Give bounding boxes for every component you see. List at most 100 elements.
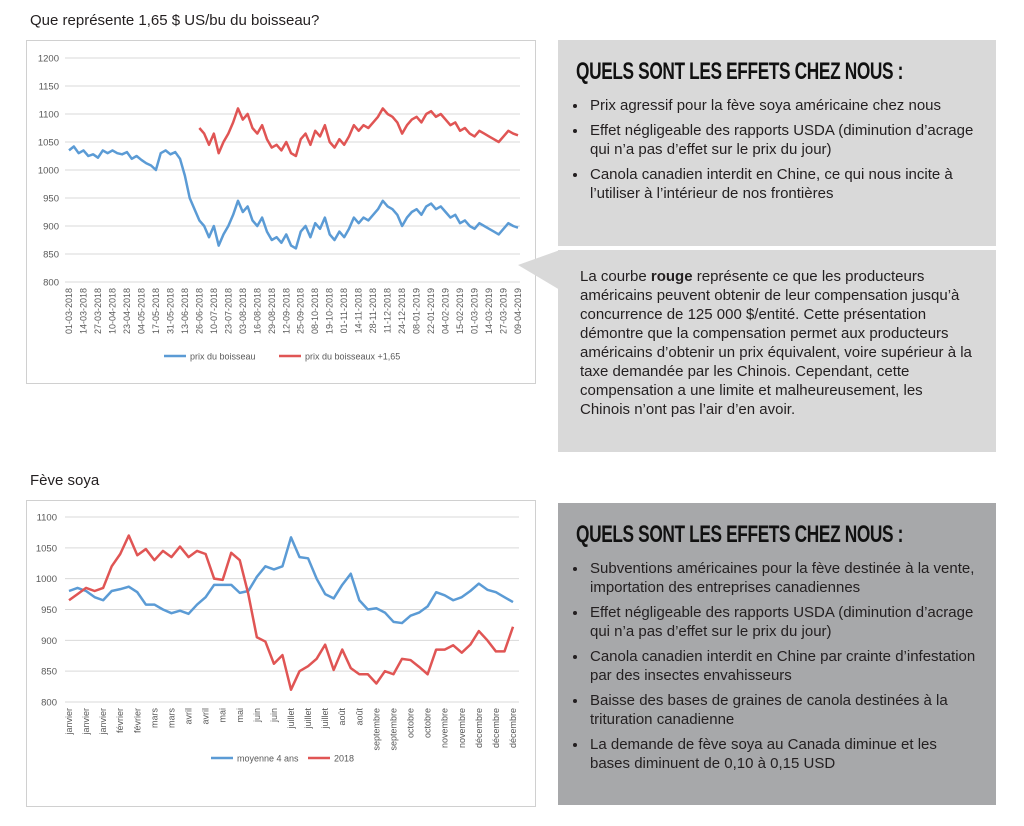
x-tick-label: février	[115, 708, 125, 733]
x-tick-label: 04-02-2019	[441, 288, 451, 334]
x-tick-label: avril	[184, 708, 194, 725]
x-tick-label: 12-09-2018	[281, 288, 291, 334]
y-tick-label: 1050	[38, 138, 59, 149]
y-tick-label: 950	[41, 605, 57, 616]
y-tick-label: 950	[43, 194, 59, 205]
x-tick-label: 19-10-2018	[325, 288, 335, 334]
x-tick-label: 17-05-2018	[151, 288, 161, 334]
chart-frame: 800 850 900 950 1000 1050 1100 janvier janvier ja…	[26, 500, 536, 807]
callout-pointer	[518, 250, 560, 290]
x-tick-label: octobre	[406, 708, 416, 738]
x-tick-label: septembre	[371, 708, 381, 751]
x-tick-label: 23-07-2018	[223, 288, 233, 334]
x-tick-label: mai	[235, 708, 245, 723]
panel: QUELS SONT LES EFFETS CHEZ NOUS : Subven…	[558, 503, 996, 805]
x-tick-label: 03-08-2018	[238, 288, 248, 334]
x-tick-label: mai	[218, 708, 228, 723]
legend-label: 2018	[334, 754, 354, 764]
x-tick-label: 14-03-2018	[78, 288, 88, 334]
x-tick-label: 31-05-2018	[165, 288, 175, 334]
x-tick-label: 27-03-2018	[93, 288, 103, 334]
bullet: La demande de fève soya au Canada diminu…	[588, 735, 976, 773]
series-line	[68, 536, 514, 625]
bullet: Prix agressif pour la fève soya américai…	[588, 96, 976, 115]
x-tick-label: 10-04-2018	[107, 288, 117, 334]
x-tick-label: 28-11-2018	[368, 288, 378, 333]
x-tick-label: 04-05-2018	[136, 288, 146, 334]
x-tick-label: 08-01-2019	[412, 288, 422, 334]
x-tick-label: 29-08-2018	[267, 288, 277, 334]
y-tick-label: 1050	[36, 543, 57, 554]
x-tick-label: 13-06-2018	[180, 288, 190, 334]
y-tick-label: 1000	[38, 166, 59, 177]
x-tick-label: 01-03-2019	[470, 288, 480, 334]
bullet: Canola canadien interdit en Chine par cr…	[588, 647, 976, 685]
bullet: Subventions américaines pour la fève des…	[588, 559, 976, 597]
x-tick-label: 08-10-2018	[310, 288, 320, 334]
x-tick-label: 22-01-2019	[426, 288, 436, 334]
x-tick-label: janvier	[98, 708, 108, 736]
x-tick-label: février	[132, 708, 142, 733]
callout-text: La courbe	[580, 268, 651, 285]
x-tick-label: novembre	[440, 708, 450, 748]
y-tick-label: 850	[43, 250, 59, 261]
bullet-list: Prix agressif pour la fève soya américai…	[576, 96, 976, 203]
x-tick-label: décembre	[508, 708, 518, 748]
series-line	[198, 107, 519, 158]
chart: 800 850 900 950 1000 1050 1100 1150 1200 01-03-20…	[38, 54, 523, 362]
series-line	[68, 145, 519, 250]
y-tick-label: 900	[41, 636, 57, 647]
x-tick-label: 11-12-2018	[383, 288, 393, 333]
x-tick-label: 23-04-2018	[122, 288, 132, 334]
panel-heading: QUELS SONT LES EFFETS CHEZ NOUS :	[576, 521, 904, 548]
x-tick-label: novembre	[457, 708, 467, 748]
callout-text: représente ce que les producteurs améric…	[580, 268, 972, 418]
x-tick-label: août	[337, 708, 347, 726]
x-tick-label: 14-03-2019	[484, 288, 494, 334]
x-tick-label: juillet	[303, 708, 313, 730]
x-tick-label: octobre	[423, 708, 433, 738]
chart-title: Fève soya	[30, 472, 100, 489]
callout: La courbe rouge représente ce que les pr…	[558, 250, 996, 452]
x-tick-label: août	[354, 708, 364, 726]
y-tick-label: 1150	[39, 82, 59, 93]
x-tick-label: décembre	[474, 708, 484, 748]
x-tick-label: janvier	[81, 708, 91, 736]
panel: QUELS SONT LES EFFETS CHEZ NOUS : Prix a…	[558, 40, 996, 246]
x-tick-label: juin	[269, 708, 279, 723]
legend-label: prix du boisseau	[190, 352, 256, 362]
x-tick-label: juillet	[320, 708, 330, 730]
y-tick-label: 850	[41, 667, 57, 678]
x-tick-label: janvier	[64, 708, 74, 736]
y-tick-label: 1000	[36, 574, 57, 585]
chart-frame: 800 850 900 950 1000 1050 1100 1150 1200 01-03-20…	[26, 40, 536, 384]
x-tick-label: 01-11-2018	[339, 288, 349, 333]
y-tick-label: 800	[43, 278, 59, 289]
callout-emphasis: rouge	[650, 268, 693, 285]
x-tick-label: 16-08-2018	[252, 288, 262, 334]
x-tick-label: 09-04-2019	[513, 288, 523, 334]
legend-label: moyenne 4 ans	[237, 754, 299, 764]
x-tick-label: 26-06-2018	[194, 288, 204, 334]
pointer	[518, 250, 560, 290]
x-tick-label: 15-02-2019	[455, 288, 465, 334]
bullet-list: Subventions américaines pour la fève des…	[576, 559, 976, 773]
y-tick-label: 1200	[38, 54, 59, 65]
bullet: Canola canadien interdit en Chine, ce qu…	[588, 165, 976, 203]
y-tick-label: 900	[43, 222, 59, 233]
x-tick-label: 24-12-2018	[397, 288, 407, 334]
chart-title: Que représente 1,65 $ US/bu du boisseau?	[30, 12, 320, 29]
bullet: Effet négligeable des rapports USDA (dim…	[588, 603, 976, 641]
x-tick-label: décembre	[491, 708, 501, 748]
y-tick-label: 1100	[39, 110, 59, 121]
bullet: Baisse des bases de graines de canola de…	[588, 691, 976, 729]
x-tick-label: septembre	[388, 708, 398, 751]
x-tick-label: avril	[201, 708, 211, 725]
x-tick-label: 27-03-2019	[499, 288, 509, 334]
x-tick-label: 14-11-2018	[354, 288, 364, 333]
x-tick-label: mars	[166, 708, 176, 728]
chart: 800 850 900 950 1000 1050 1100 janvier janvier ja…	[36, 513, 519, 764]
panel-heading: QUELS SONT LES EFFETS CHEZ NOUS :	[576, 58, 904, 85]
series-line	[68, 534, 515, 691]
